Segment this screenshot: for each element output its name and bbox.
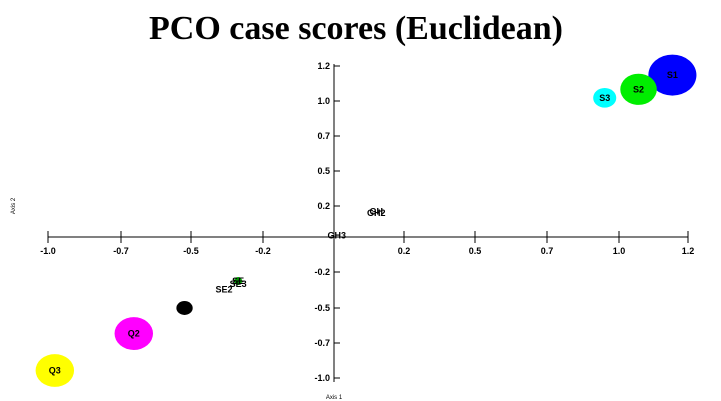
x-tick-label: -0.5	[183, 246, 199, 256]
axes: -1.0 -0.7 -0.5 -0.2 0.2 0.5 0.7 1.0 1.2 1.2 1.0 0.7…	[40, 61, 694, 383]
point-label-q2: Q2	[128, 329, 140, 339]
data-point-s3	[593, 87, 617, 108]
point-label-gh3: GH3	[328, 231, 347, 241]
data-point-s2	[620, 73, 657, 105]
y-axis-label: Axis 2	[11, 197, 17, 214]
y-tick-label: -0.2	[314, 267, 330, 277]
y-tick-label: 0.2	[317, 201, 330, 211]
y-tick-label: 0.7	[317, 131, 330, 141]
y-tick-label: -0.5	[314, 303, 330, 313]
data-point-s1	[648, 54, 697, 96]
data-point-unlabeled-9	[176, 301, 193, 315]
y-tick-label: -0.7	[314, 338, 330, 348]
x-tick-label: 0.5	[469, 246, 482, 256]
point-label-se2: SE2	[216, 285, 233, 295]
y-tick-label: 1.0	[317, 96, 330, 106]
point-label-s3: S3	[599, 93, 610, 103]
x-tick-label: 0.2	[398, 246, 411, 256]
y-tick-label: -1.0	[314, 373, 330, 383]
point-label-q3: Q3	[49, 365, 61, 375]
x-tick-label: 1.0	[613, 246, 626, 256]
chart-title: PCO case scores (Euclidean)	[149, 10, 563, 47]
point-label-se: SE	[232, 276, 244, 286]
y-tick-label: 0.5	[317, 166, 330, 176]
x-axis-label: Axis 1	[326, 395, 343, 401]
points-layer	[35, 54, 697, 387]
data-point-se	[234, 277, 243, 286]
point-label-gh2: GH2	[367, 208, 386, 218]
point-label-se3: SE3	[230, 279, 247, 289]
data-point-q3	[35, 354, 75, 387]
point-label-s2: S2	[633, 84, 644, 94]
x-tick-label: -0.7	[113, 246, 129, 256]
x-tick-label: -0.2	[255, 246, 271, 256]
x-tick-label: -1.0	[40, 246, 56, 256]
point-label-s1: S1	[667, 70, 678, 80]
data-point-q2	[114, 317, 154, 350]
x-tick-label: 0.7	[541, 246, 554, 256]
y-tick-label: 1.2	[317, 61, 330, 71]
x-tick-label: 1.2	[682, 246, 695, 256]
point-label-gh: GH	[370, 206, 384, 216]
